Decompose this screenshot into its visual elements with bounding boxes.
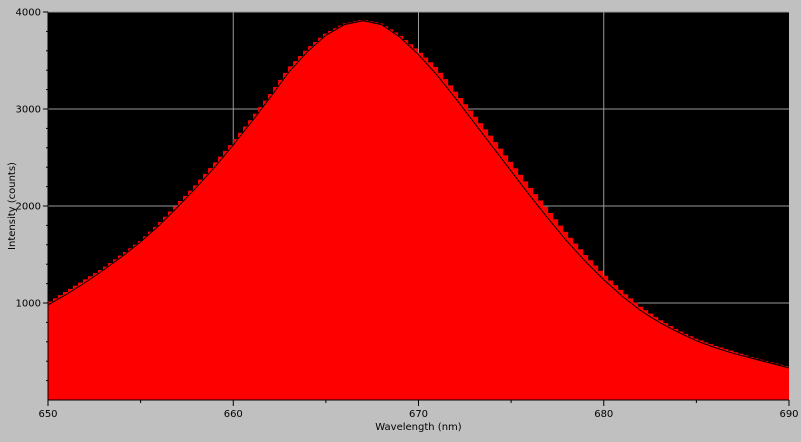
axes: 650 660 670 680 690 1000 2000 3000 4000 (16, 8, 799, 421)
fit-line (47, 20, 790, 369)
x-tick-label: 650 (38, 409, 57, 420)
y-tick-label: 1000 (16, 299, 41, 310)
y-tick-label: 3000 (16, 105, 41, 116)
y-tick-label: 4000 (16, 8, 41, 19)
x-tick-label: 690 (779, 409, 798, 420)
x-tick-label: 660 (224, 409, 243, 420)
y-axis-label: Intensity (counts) (7, 162, 18, 250)
series-layer (47, 20, 790, 401)
x-axis-label: Wavelength (nm) (375, 422, 461, 433)
y-tick-label: 2000 (16, 202, 41, 213)
spectrum-fill (48, 20, 789, 401)
x-tick-label: 680 (594, 409, 613, 420)
x-tick-label: 670 (409, 409, 428, 420)
